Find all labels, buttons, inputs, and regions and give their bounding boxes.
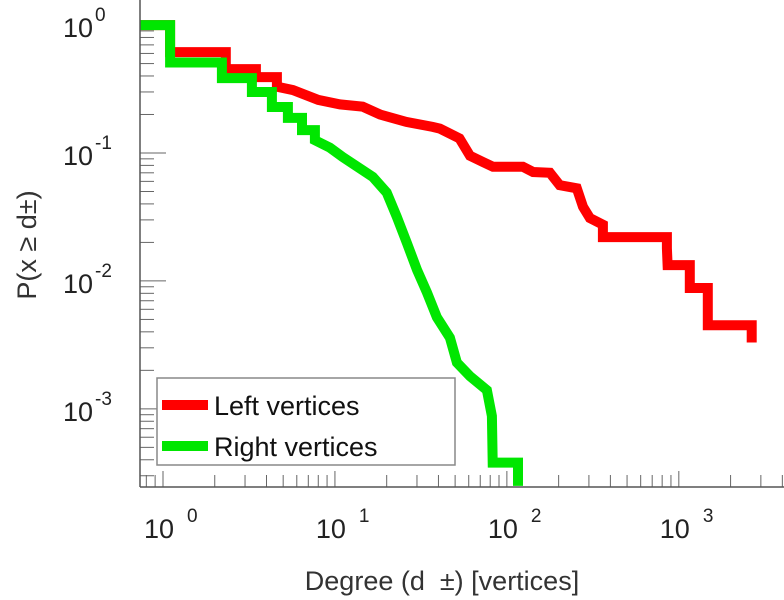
x-tick-exponent: 0	[187, 506, 198, 527]
x-tick-exponent: 2	[531, 506, 542, 527]
y-tick-exponent: 0	[95, 5, 106, 26]
legend-label-left: Left vertices	[214, 391, 360, 421]
x-tick-label: 10	[144, 514, 174, 544]
series-group	[140, 20, 757, 486]
x-tick-labels: 10 0 10 1 10 2 10 3	[144, 506, 713, 544]
y-axis-label: P(x ≥ d±)	[12, 190, 42, 299]
series-line-left-vertices	[140, 20, 757, 343]
x-axis-label: Degree (d ±) [vertices]	[305, 566, 579, 596]
y-tick-exponent: -2	[95, 261, 112, 282]
x-tick-exponent: 3	[703, 506, 714, 527]
y-tick-exponent: -3	[95, 389, 112, 410]
x-tick-exponent: 1	[359, 506, 370, 527]
axis-ticks	[140, 24, 783, 487]
y-tick-label: 10	[63, 397, 93, 427]
y-tick-label: 10	[63, 269, 93, 299]
legend-label-right: Right vertices	[214, 432, 378, 462]
series-line-right-vertices	[140, 20, 523, 486]
legend: Left vertices Right vertices	[156, 377, 456, 466]
y-tick-label: 10	[63, 13, 93, 43]
x-tick-label: 10	[316, 514, 346, 544]
x-tick-label: 10	[660, 514, 690, 544]
y-tick-exponent: -1	[95, 133, 112, 154]
x-tick-label: 10	[488, 514, 518, 544]
y-tick-label: 10	[63, 141, 93, 171]
